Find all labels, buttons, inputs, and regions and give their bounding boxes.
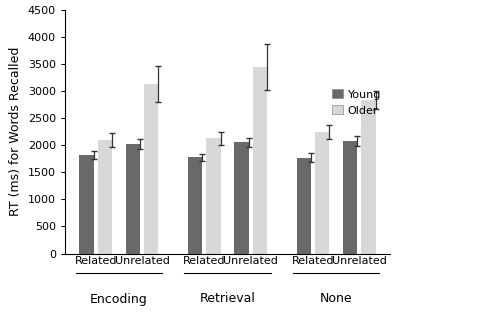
Legend: Young, Older: Young, Older xyxy=(329,86,384,119)
Bar xyxy=(206,138,220,254)
Bar xyxy=(234,142,248,254)
Bar xyxy=(296,158,311,254)
Bar xyxy=(98,140,112,254)
Bar xyxy=(126,144,140,254)
Bar xyxy=(144,84,158,254)
Y-axis label: RT (ms) for Words Recalled: RT (ms) for Words Recalled xyxy=(10,47,22,216)
Bar xyxy=(188,157,202,254)
Bar xyxy=(343,141,357,254)
Text: None: None xyxy=(320,292,352,306)
Bar xyxy=(362,100,376,254)
Text: Encoding: Encoding xyxy=(90,292,148,306)
Bar xyxy=(252,67,267,254)
Bar xyxy=(80,155,94,254)
Text: Retrieval: Retrieval xyxy=(200,292,256,306)
Bar xyxy=(315,132,330,254)
